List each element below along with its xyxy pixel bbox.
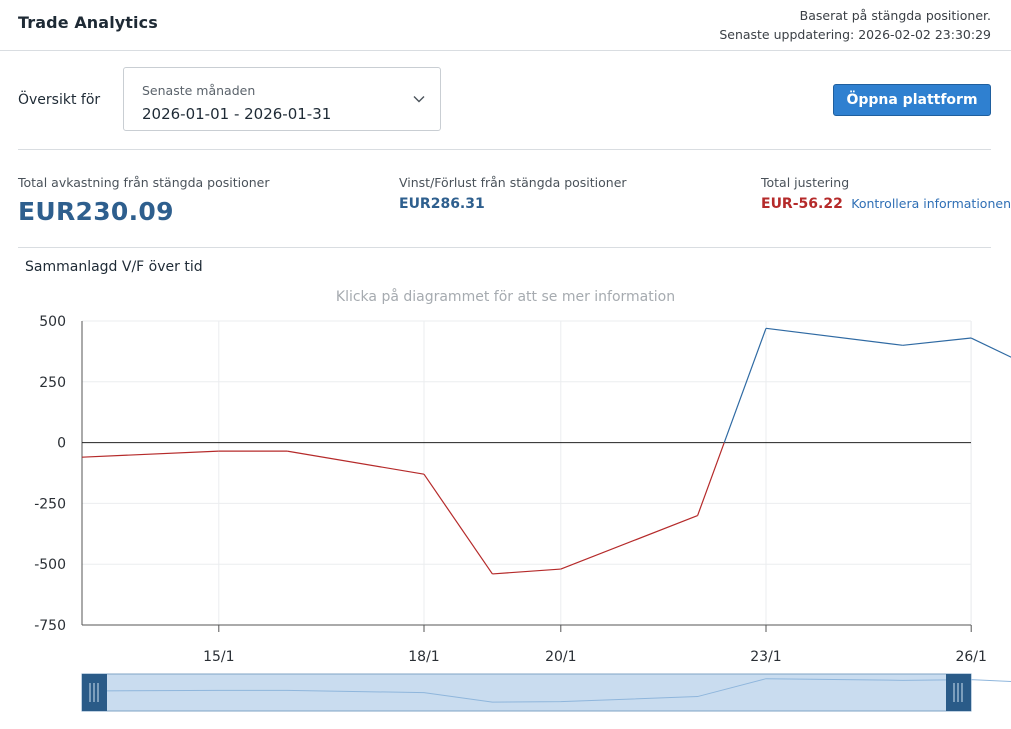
chevron-down-icon	[413, 96, 425, 103]
series-segment	[765, 327, 903, 346]
series-segment	[287, 450, 425, 475]
x-tick-label: 26/1	[955, 649, 986, 665]
total-adjustment-caption: Total justering	[761, 175, 850, 190]
y-tick-label: 500	[39, 314, 66, 330]
series-segment	[81, 450, 219, 458]
x-tick-label: 18/1	[408, 649, 439, 665]
stats-divider	[18, 247, 991, 248]
y-tick-label: 250	[39, 375, 66, 391]
chart-title: Sammanlagd V/F över tid	[25, 259, 203, 275]
total-return-value: EUR230.09	[18, 197, 174, 226]
series-segment	[492, 568, 561, 575]
period-dropdown-caption: Senaste månaden	[142, 83, 256, 98]
series-segment	[697, 442, 725, 516]
header-divider	[0, 50, 1011, 51]
chart-hint: Klicka på diagrammet för att se mer info…	[335, 289, 676, 305]
series-segment	[560, 515, 698, 570]
x-tick-label: 23/1	[750, 649, 781, 665]
total-adjustment-value: EUR-56.22	[761, 196, 843, 212]
y-tick-label: -500	[34, 557, 66, 573]
navigator-right-handle[interactable]	[946, 674, 971, 711]
range-navigator[interactable]	[81, 673, 1011, 712]
last-update-timestamp: Senaste uppdatering: 2026-02-02 23:30:29	[719, 27, 991, 42]
overview-label: Översikt för	[18, 92, 101, 108]
y-tick-label: 0	[57, 436, 66, 452]
series-segment	[902, 337, 972, 346]
check-information-link[interactable]: Kontrollera informationen	[851, 196, 1011, 211]
update-info: Baserat på stängda positioner. Senaste u…	[719, 6, 991, 44]
series-segment	[970, 337, 1011, 358]
overview-divider	[18, 149, 991, 150]
navigator-series-line	[81, 678, 1011, 703]
app-title: Trade Analytics	[18, 13, 158, 32]
basis-note: Baserat på stängda positioner.	[799, 8, 991, 23]
x-tick-label: 20/1	[545, 649, 576, 665]
navigator-left-handle[interactable]	[82, 674, 107, 711]
total-adjustment-row: EUR-56.22 Kontrollera informationen	[761, 196, 1011, 212]
series-segment	[423, 473, 493, 575]
period-dropdown-value: 2026-01-01 - 2026-01-31	[142, 105, 332, 123]
series-segment	[723, 328, 767, 443]
profit-loss-value: EUR286.31	[399, 196, 485, 212]
x-tick-label: 15/1	[203, 649, 234, 665]
open-platform-button[interactable]: Öppna plattform	[833, 84, 991, 116]
y-tick-label: -250	[34, 496, 66, 512]
navigator-selection	[81, 673, 972, 712]
period-dropdown[interactable]: Senaste månaden 2026-01-01 - 2026-01-31	[123, 67, 441, 131]
total-return-caption: Total avkastning från stängda positioner	[18, 175, 270, 190]
profit-loss-caption: Vinst/Förlust från stängda positioner	[399, 175, 627, 190]
y-tick-label: -750	[34, 618, 66, 634]
